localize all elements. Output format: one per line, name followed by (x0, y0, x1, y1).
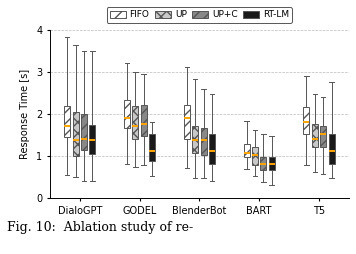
Bar (244, 145, 250, 157)
Bar (192, 126, 198, 153)
Bar (269, 157, 275, 170)
Bar (124, 100, 130, 128)
Bar (303, 107, 309, 134)
Bar (73, 112, 79, 156)
Bar (89, 125, 95, 154)
Bar (64, 106, 70, 137)
Bar (141, 105, 147, 136)
Text: Fig. 10:  Ablation study of re-: Fig. 10: Ablation study of re- (7, 221, 193, 234)
Bar (81, 114, 87, 150)
Bar (149, 134, 155, 161)
Bar (184, 105, 190, 139)
Bar (252, 147, 258, 165)
Bar (312, 123, 318, 147)
Bar (209, 134, 215, 164)
Y-axis label: Response Time [s]: Response Time [s] (20, 69, 30, 159)
Legend: FIFO, UP, UP+C, RT-LM: FIFO, UP, UP+C, RT-LM (106, 7, 292, 23)
Bar (260, 157, 266, 170)
Bar (329, 134, 335, 164)
Bar (320, 126, 326, 147)
Bar (200, 128, 206, 155)
Bar (132, 106, 138, 139)
